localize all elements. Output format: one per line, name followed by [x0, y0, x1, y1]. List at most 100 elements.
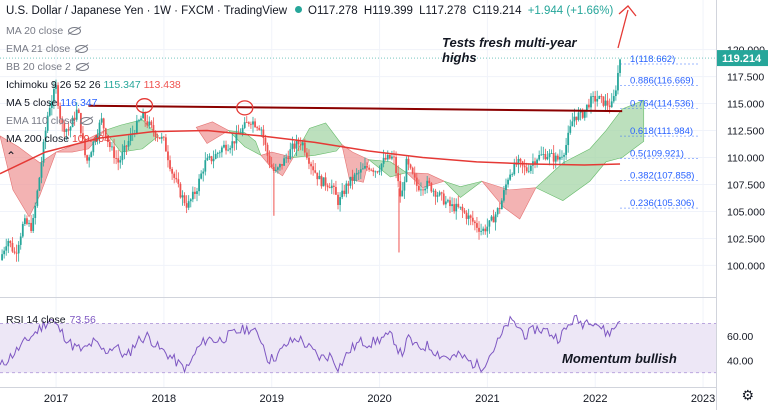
candle-down	[519, 158, 522, 162]
candle-down	[372, 170, 375, 172]
indicator-ema21[interactable]: EMA 21 close	[6, 43, 89, 55]
indicator-label: EMA 110 close	[6, 115, 76, 127]
fibonacci-levels: 1(118.662) 0.886(116.669) 0.764(114.536) 0.…	[620, 54, 700, 209]
ohlc-open: O117.278	[308, 5, 358, 17]
candle-down	[368, 167, 371, 170]
candle-down	[428, 180, 431, 184]
candle-up	[17, 244, 20, 254]
candle-up	[75, 109, 78, 120]
candle-up	[349, 176, 352, 186]
candle-up	[357, 172, 360, 174]
time-tick-label: 2019	[259, 393, 283, 405]
candle-up	[198, 178, 200, 192]
candle-up	[94, 140, 97, 142]
hidden-eye-icon[interactable]	[80, 117, 94, 125]
candle-up	[480, 230, 482, 232]
indicator-ema110[interactable]: EMA 110 close	[6, 115, 94, 127]
fib-label: 0.236(105.306)	[630, 198, 694, 209]
collapse-chevron-icon[interactable]: ⌃	[6, 149, 17, 163]
candle-down	[463, 210, 466, 213]
candle-up	[573, 116, 576, 122]
candle-down	[210, 156, 213, 162]
candle-down	[293, 143, 296, 149]
candle-up	[467, 215, 470, 219]
up-arrow-icon	[617, 5, 637, 49]
indicator-ma5[interactable]: MA 5 close 116.347	[6, 97, 97, 109]
candle-up	[148, 121, 151, 126]
rsi-axis[interactable]: 60.00 40.00	[727, 331, 753, 368]
indicator-ma200[interactable]: MA 200 close 109.404	[6, 133, 110, 145]
candle-down	[154, 131, 157, 137]
symbol-title[interactable]: U.S. Dollar / Japanese Yen · 1W · FXCM ·…	[6, 5, 288, 17]
candle-up	[206, 157, 209, 161]
candle-down	[588, 104, 590, 108]
grid	[0, 0, 716, 387]
candle-down	[422, 189, 424, 191]
candle-up	[339, 197, 341, 206]
candle-down	[169, 160, 171, 169]
candle-down	[272, 166, 275, 172]
candle-up	[536, 159, 538, 164]
candle-up	[596, 98, 599, 102]
candle-up	[318, 175, 321, 180]
candle-up	[7, 240, 10, 247]
candle-up	[529, 165, 532, 171]
candle-down	[351, 176, 354, 181]
candle-up	[361, 168, 364, 170]
arrow-shaft	[617, 9, 629, 49]
hidden-eye-icon[interactable]	[68, 27, 82, 35]
rsi-legend[interactable]: RSI 14 close 73.56	[6, 314, 96, 326]
candle-up	[558, 156, 561, 160]
candle-up	[590, 96, 592, 108]
candle-up	[598, 95, 601, 99]
candle-up	[405, 158, 408, 182]
candle-down	[73, 117, 76, 120]
candle-up	[565, 145, 568, 155]
candle-up	[279, 164, 281, 168]
candle-up	[241, 127, 244, 134]
candle-down	[525, 167, 528, 172]
candle-down	[453, 204, 456, 212]
cloud-bear-segment	[341, 143, 370, 183]
candle-up	[100, 118, 103, 123]
candle-up	[513, 162, 516, 175]
fib-label: 0.764(114.536)	[630, 99, 694, 110]
pane-divider[interactable]	[0, 297, 716, 298]
candle-up	[69, 127, 72, 131]
candle-down	[328, 187, 331, 189]
candle-down	[185, 203, 188, 208]
candle-down	[247, 122, 250, 124]
candle-down	[478, 227, 480, 232]
candle-up	[181, 195, 184, 198]
resistance-trendline[interactable]	[88, 104, 623, 113]
candle-up	[571, 121, 574, 127]
last-price-text: 119.214	[722, 53, 762, 65]
candle-up	[36, 190, 39, 206]
candle-down	[440, 192, 443, 194]
candle-down	[152, 125, 155, 132]
candle-down	[179, 183, 182, 198]
indicator-bb20[interactable]: BB 20 close 2	[6, 61, 89, 73]
candle-down	[306, 152, 308, 158]
candle-up	[214, 153, 217, 159]
candle-down	[287, 157, 290, 159]
candle-down	[109, 141, 111, 148]
hidden-eye-icon[interactable]	[75, 63, 89, 71]
candle-down	[320, 175, 323, 187]
rsi-line	[0, 314, 621, 374]
candle-down	[308, 157, 310, 164]
hidden-eye-icon[interactable]	[75, 45, 89, 53]
indicator-ichimoku[interactable]: Ichimoku 9 26 52 26 115.347 113.438	[6, 79, 181, 91]
candle-down	[156, 136, 159, 138]
candle-up	[482, 228, 485, 231]
candle-down	[335, 186, 337, 195]
candle-down	[30, 222, 33, 231]
candle-down	[15, 252, 18, 254]
indicator-ma20[interactable]: MA 20 close	[6, 25, 82, 37]
candle-down	[498, 208, 501, 210]
price-axis[interactable]: 100.000 102.500 105.000 107.500 110.000 112.5…	[727, 45, 765, 273]
time-axis[interactable]: 2017 2018 2019 2020 2021 2022 2023	[44, 393, 715, 405]
gear-icon[interactable]: ⚙	[741, 387, 754, 403]
candle-down	[552, 153, 555, 162]
